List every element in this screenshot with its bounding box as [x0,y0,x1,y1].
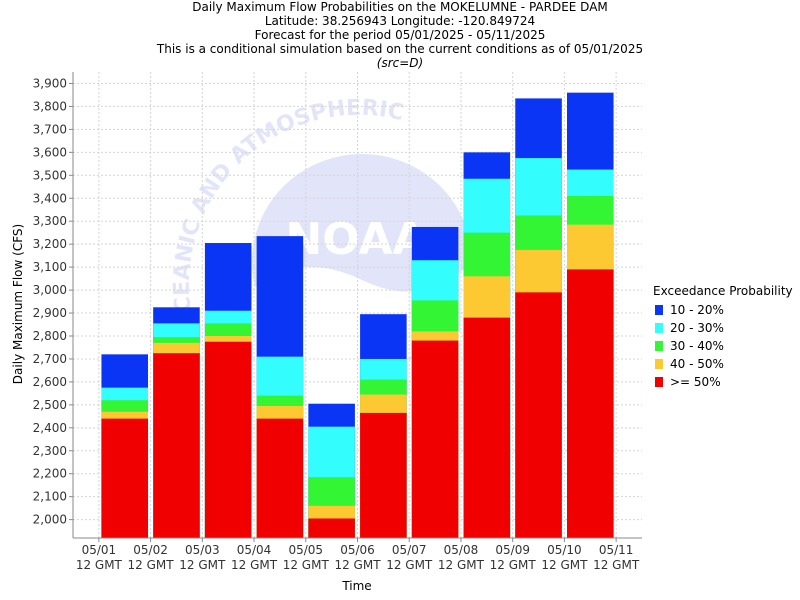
stacked-bar-05-06 [360,314,407,538]
y-tick-label: 2,800 [33,329,67,343]
x-tick-date: 05/07 [392,543,427,557]
legend-swatch [655,323,663,333]
bar-segment-ge50 [463,317,511,538]
x-tick-time: 12 GMT [76,558,123,572]
chart-title: Daily Maximum Flow Probabilities on the … [192,0,608,14]
y-tick-label: 2,300 [33,444,67,458]
legend-title: Exceedance Probability [653,284,793,298]
x-tick-time: 12 GMT [283,558,330,572]
legend: Exceedance Probability 10 - 20% 20 - 30% 3… [653,283,793,391]
stacked-bar-05-10 [566,92,614,539]
x-tick-time: 12 GMT [128,558,175,572]
x-tick-time: 12 GMT [179,558,226,572]
legend-label: 20 - 30% [670,321,724,335]
x-tick-date: 05/04 [237,543,272,557]
legend-label: 40 - 50% [670,357,724,371]
y-tick-label: 2,200 [33,467,67,481]
y-axis-title: Daily Maximum Flow (CFS) [11,224,25,384]
legend-swatch [655,377,663,387]
x-tick-date: 05/10 [547,543,582,557]
y-tick-label: 2,100 [33,490,67,504]
bar-segment-ge50 [411,340,459,538]
y-tick-label: 2,500 [33,398,67,412]
y-tick-label: 3,800 [33,99,67,113]
stacked-bar-05-04 [256,236,304,539]
bar-segment-ge50 [101,418,149,538]
stacked-bar-05-07 [411,226,459,538]
legend-label: 30 - 40% [670,339,724,353]
x-tick-time: 12 GMT [490,558,537,572]
y-tick-label: 3,200 [33,237,67,251]
legend-swatch [655,359,663,369]
x-tick-date: 05/03 [185,543,220,557]
chart-source-note: (src=D) [376,56,424,70]
legend-item: 20 - 30% [653,319,793,337]
legend-item: 40 - 50% [653,355,793,373]
stacked-bar-05-09 [515,98,562,538]
bar-segment-ge50 [308,518,355,538]
y-tick-label: 3,300 [33,214,67,228]
y-tick-label: 3,700 [33,122,67,136]
x-tick-date: 05/11 [599,543,634,557]
stacked-bar-05-01 [101,354,149,538]
chart-subtitle-condition: This is a conditional simulation based o… [156,42,644,56]
legend-swatch [655,341,663,351]
x-tick-time: 12 GMT [386,558,433,572]
legend-swatch [655,305,663,315]
bar-segment-ge50 [360,412,407,538]
y-tick-label: 3,500 [33,168,67,182]
bar-segment-ge50 [204,341,252,538]
y-tick-label: 3,600 [33,145,67,159]
chart-subtitle-period: Forecast for the period 05/01/2025 - 05/… [254,28,546,42]
y-tick-label: 2,600 [33,375,67,389]
x-tick-time: 12 GMT [541,558,588,572]
x-tick-date: 05/02 [133,543,168,557]
stacked-bar-05-02 [153,307,200,538]
x-tick-date: 05/08 [444,543,479,557]
bar-segment-ge50 [256,418,304,538]
x-tick-date: 05/06 [340,543,375,557]
y-tick-label: 3,900 [33,76,67,90]
legend-item: 30 - 40% [653,337,793,355]
legend-item: 10 - 20% [653,301,793,319]
legend-item: >= 50% [653,373,793,391]
x-tick-time: 12 GMT [334,558,381,572]
y-tick-label: 2,700 [33,352,67,366]
y-tick-label: 2,000 [33,513,67,527]
x-axis-title: Time [341,579,371,593]
legend-label: >= 50% [670,375,721,389]
legend-items: 10 - 20% 20 - 30% 30 - 40% 40 - 50% >= 50% [653,301,793,391]
gridlines [73,72,642,538]
y-tick-label: 3,000 [33,283,67,297]
x-tick-time: 12 GMT [231,558,278,572]
bar-segment-ge50 [515,292,562,538]
y-axis-ticks: 2,000 2,100 2,200 2,300 2,400 2,500 2,600 2,700… [33,76,73,527]
y-tick-label: 2,400 [33,421,67,435]
x-tick-time: 12 GMT [438,558,485,572]
chart-subtitle-location: Latitude: 38.256943 Longitude: -120.8497… [264,14,536,28]
y-tick-label: 3,100 [33,260,67,274]
y-tick-label: 2,900 [33,306,67,320]
stacked-bars [101,92,614,539]
bar-segment-ge50 [566,269,614,538]
x-tick-time: 12 GMT [593,558,640,572]
stacked-bar-05-08 [463,152,511,539]
stacked-bar-05-03 [204,243,252,538]
legend-label: 10 - 20% [670,303,724,317]
x-tick-date: 05/09 [495,543,530,557]
bar-segment-ge50 [153,353,200,538]
y-tick-label: 3,400 [33,191,67,205]
watermark-text: NOAA [285,214,426,265]
x-tick-date: 05/01 [82,543,117,557]
x-tick-date: 05/05 [288,543,323,557]
chart-title-block: Daily Maximum Flow Probabilities on the … [0,0,800,70]
stacked-bar-05-05 [308,403,355,538]
